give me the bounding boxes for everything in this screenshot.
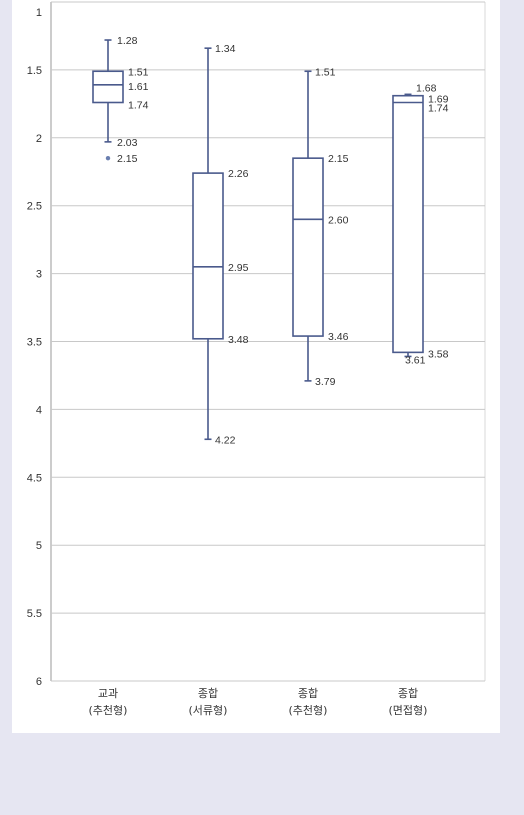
y-tick-label: 3.5 (27, 337, 42, 349)
value-label-q1: 2.15 (328, 153, 349, 165)
value-label-whisker-low: 1.51 (315, 66, 336, 78)
x-category-sublabel: (서류형) (189, 704, 228, 717)
chart-panel: 1 1.5 2 2.5 3 3.5 4 4.5 5 5.5 6 1.28 1.51 1.61 1.74 2.0… (12, 0, 500, 733)
box (192, 172, 224, 340)
value-label-whisker-low: 1.68 (416, 82, 437, 94)
value-label-q1: 1.51 (128, 66, 149, 78)
x-category-label: 종합 (298, 687, 318, 700)
x-category-label: 교과 (98, 687, 118, 700)
outlier-point (105, 155, 111, 161)
y-tick-label: 1.5 (27, 65, 42, 77)
y-tick-label: 4 (36, 404, 42, 416)
value-label-whisker-high: 4.22 (215, 434, 236, 446)
value-label-whisker-high: 3.61 (405, 354, 426, 366)
box (392, 94, 424, 354)
y-tick-label: 3 (36, 269, 42, 281)
x-category-sublabel: (추천형) (89, 703, 128, 717)
y-tick-label: 4.5 (27, 472, 42, 484)
x-category-sublabel: (면접형) (389, 704, 428, 717)
y-tick-label: 2.5 (27, 201, 42, 213)
y-tick-label: 5.5 (27, 608, 42, 620)
value-label-median: 2.95 (228, 262, 249, 274)
value-label-whisker-low: 1.28 (117, 35, 138, 47)
value-label-q1: 1.69 (428, 94, 449, 106)
y-tick-label: 2 (36, 133, 42, 145)
value-label-whisker-low: 1.34 (215, 43, 236, 55)
value-label-outlier: 2.15 (117, 153, 138, 165)
x-category-label: 종합 (398, 687, 418, 700)
value-label-whisker-high: 3.79 (315, 376, 336, 388)
value-label-median: 1.61 (128, 81, 149, 93)
value-label-q3: 3.58 (428, 348, 449, 360)
y-tick-label: 6 (36, 676, 42, 688)
value-label-q3: 1.74 (128, 99, 149, 111)
y-tick-label: 5 (36, 540, 42, 552)
x-category-sublabel: (추천형) (289, 703, 328, 717)
value-label-median: 1.74 (428, 102, 449, 114)
value-label-q3: 3.46 (328, 331, 349, 343)
y-tick-label: 1 (36, 7, 42, 19)
box (92, 70, 124, 104)
value-label-median: 2.60 (328, 214, 349, 226)
boxplot-chart: 1 1.5 2 2.5 3 3.5 4 4.5 5 5.5 6 1.28 1.51 1.61 1.74 2.0… (27, 1, 486, 717)
value-label-whisker-high: 2.03 (117, 137, 138, 149)
box (292, 157, 324, 337)
value-label-q3: 3.48 (228, 334, 249, 346)
x-category-label: 종합 (198, 687, 218, 700)
value-label-q1: 2.26 (228, 168, 249, 180)
